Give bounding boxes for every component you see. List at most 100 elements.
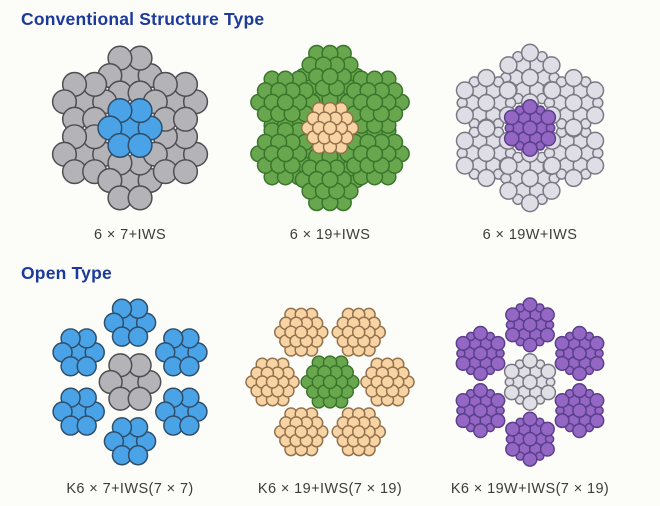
rope-cross-section-6x19-iws	[250, 44, 410, 212]
wire-circle	[564, 93, 583, 112]
wire-circle	[265, 375, 280, 389]
wire-circle	[521, 169, 539, 188]
conventional-rope-row: 6 × 7+IWS 6 × 19+IWS 6 × 19W+IWS	[30, 42, 630, 243]
section-open-type: Open Type K6 × 7+IWS(7 × 7) K6 × 19+IWS(…	[0, 263, 660, 497]
wire-circle	[477, 168, 496, 188]
rope-figure-k6x19-iws: K6 × 19+IWS(7 × 19)	[230, 296, 430, 497]
wire-circle	[472, 325, 489, 341]
wire-circle	[499, 56, 518, 75]
rope-figure-6x7-iws: 6 × 7+IWS	[30, 42, 230, 243]
wire-circle	[543, 156, 562, 175]
rope-cross-section-6x7-iws	[51, 45, 209, 211]
wire-circle	[455, 81, 474, 100]
open-type-heading: Open Type	[21, 263, 112, 283]
wire-circle	[455, 413, 471, 429]
wire-circle	[76, 356, 97, 377]
wire-circle	[294, 425, 309, 439]
wire-circle	[503, 130, 520, 147]
wire-circle	[455, 156, 474, 175]
wire-circle	[539, 441, 555, 457]
wire-circle	[172, 159, 199, 185]
wire-circle	[490, 355, 506, 371]
wire-circle	[127, 326, 149, 347]
wire-circle	[322, 120, 338, 136]
wire-circle	[539, 327, 555, 343]
wire-circle	[455, 131, 474, 150]
rope-label-6x7-iws: 6 × 7+IWS	[93, 227, 167, 243]
wire-circle	[571, 423, 588, 439]
rope-label-k6x19-iws: K6 × 19+IWS(7 × 19)	[257, 481, 403, 497]
rope-cross-section-k6x7-iws	[52, 298, 208, 466]
wire-circle	[505, 307, 521, 323]
wire-circle	[380, 375, 395, 389]
wire-circle	[505, 441, 521, 457]
rope-cross-section-k6x19w-iws	[455, 297, 605, 467]
wire-circle	[520, 43, 540, 62]
wire-circle	[477, 144, 496, 163]
wire-circle	[522, 141, 538, 157]
wire-circle	[472, 365, 489, 382]
rope-label-k6x7-iws: K6 × 7+IWS(7 × 7)	[66, 481, 194, 497]
wire-circle	[172, 106, 199, 132]
wire-circle	[503, 109, 520, 126]
section-conventional-structure-type: Conventional Structure Type 6 × 7+IWS 6 …	[0, 0, 660, 243]
wire-circle	[366, 93, 384, 111]
wire-circle	[490, 393, 506, 409]
wire-circle	[540, 130, 557, 147]
wire-circle	[589, 335, 605, 351]
wire-circle	[571, 325, 588, 341]
rope-cross-section-6x19w-iws	[455, 43, 605, 213]
rope-figure-k6x19w-iws: K6 × 19W+IWS(7 × 19)	[430, 296, 630, 497]
rope-label-6x19-iws: 6 × 19+IWS	[289, 227, 371, 243]
wire-circle	[351, 425, 366, 439]
wire-circle	[586, 106, 605, 125]
wire-circle	[127, 185, 153, 211]
wire-circle	[127, 445, 149, 466]
wire-circle	[564, 144, 583, 163]
wire-circle	[521, 68, 539, 87]
wire-circle	[505, 421, 521, 437]
wire-circle	[127, 386, 152, 411]
wire-circle	[472, 423, 489, 439]
wire-circle	[543, 81, 562, 100]
wire-circle	[522, 317, 538, 333]
wire-circle	[586, 156, 605, 175]
rope-cross-section-k6x19-iws	[245, 307, 415, 457]
wire-circle	[179, 356, 200, 377]
wire-circle	[540, 109, 557, 126]
rope-figure-6x19w-iws: 6 × 19W+IWS	[430, 42, 630, 243]
wire-circle	[589, 413, 605, 429]
wire-circle	[539, 421, 555, 437]
wire-circle	[586, 131, 605, 150]
wire-circle	[564, 68, 583, 88]
wire-circle	[455, 393, 471, 409]
wire-circle	[522, 297, 538, 313]
conventional-structure-type-heading: Conventional Structure Type	[21, 9, 265, 29]
rope-label-k6x19w-iws: K6 × 19W+IWS(7 × 19)	[450, 481, 610, 497]
rope-figure-k6x7-iws: K6 × 7+IWS(7 × 7)	[30, 296, 230, 497]
wire-circle	[490, 335, 506, 351]
wire-circle	[276, 145, 294, 163]
wire-circle	[554, 413, 570, 429]
rope-label-6x19w-iws: 6 × 19W+IWS	[482, 227, 578, 243]
wire-circle	[522, 451, 538, 467]
wire-circle	[542, 56, 561, 75]
wire-circle	[472, 382, 489, 399]
wire-circle	[473, 346, 488, 361]
wire-circle	[522, 374, 538, 390]
wire-circle	[499, 181, 518, 200]
wire-circle	[76, 415, 97, 436]
wire-circle	[127, 132, 153, 159]
wire-circle	[564, 168, 583, 188]
wire-circle	[540, 384, 557, 401]
wire-circle	[498, 81, 517, 100]
wire-circle	[522, 411, 538, 427]
wire-circle	[589, 355, 605, 371]
wire-circle	[586, 81, 605, 100]
wire-circle	[522, 353, 538, 369]
wire-circle	[522, 99, 538, 115]
wire-circle	[522, 431, 538, 447]
wire-circle	[571, 365, 588, 382]
wire-circle	[572, 346, 587, 361]
